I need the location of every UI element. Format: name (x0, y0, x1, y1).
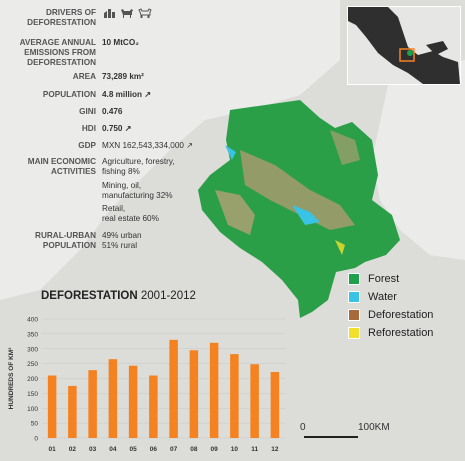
livestock-icon (138, 8, 152, 18)
stat-value: 0.750 ↗ (102, 124, 132, 133)
chiapas-region (198, 100, 400, 318)
bar-08 (189, 350, 199, 438)
bar-04 (108, 359, 118, 438)
y-axis-label: HUNDREDS OF KM² (8, 347, 15, 410)
stat-label: POPULATION (42, 90, 96, 99)
stat-value: Retail, real estate 60% (102, 204, 159, 223)
stat-label: GDP (78, 141, 96, 150)
x-tick-label: 09 (211, 446, 219, 453)
legend-swatch (348, 291, 360, 303)
oil-palm-icon (104, 9, 115, 18)
chart-title-bold: DEFORESTATION (41, 290, 138, 302)
legend-swatch (348, 273, 360, 285)
bar-05 (128, 365, 138, 438)
bar-11 (250, 364, 259, 438)
stat-value: Mining, oil, manufacturing 32% (102, 181, 173, 200)
y-tick-label: 100 (27, 406, 38, 413)
legend-label: Water (368, 291, 397, 303)
bar-12 (270, 371, 280, 438)
stat-label: DRIVERS OF DEFORESTATION (27, 8, 96, 27)
x-tick-label: 08 (190, 446, 198, 453)
stat-label: AVERAGE ANNUAL EMISSIONS FROM DEFORESTAT… (19, 38, 96, 67)
y-tick-label: 0 (34, 436, 38, 443)
chart-title-years: 2001-2012 (140, 290, 196, 302)
stat-label: GINI (79, 107, 96, 116)
stat-value: 73,289 km² (102, 72, 144, 81)
y-tick-label: 150 (27, 391, 38, 398)
chart-title: DEFORESTATION 2001-2012 (41, 290, 196, 302)
x-tick-label: 07 (170, 446, 178, 453)
legend-label: Deforestation (368, 309, 434, 321)
bar-10 (230, 354, 239, 438)
y-tick-label: 350 (27, 331, 38, 338)
stat-value: 10 MtCO₂ (102, 38, 139, 47)
stat-value: 49% urban 51% rural (102, 231, 142, 250)
scale-bar: 0 100KM (300, 420, 390, 440)
legend-swatch (348, 327, 360, 339)
x-tick-label: 11 (251, 446, 258, 453)
scale-start-label: 0 (300, 422, 306, 433)
y-tick-label: 200 (27, 376, 38, 383)
x-tick-label: 01 (49, 446, 57, 453)
x-tick-label: 04 (109, 446, 117, 453)
x-tick-label: 03 (89, 446, 97, 453)
stat-label: HDI (81, 124, 96, 133)
x-tick-label: 05 (130, 446, 138, 453)
x-tick-label: 12 (271, 446, 279, 453)
map-legend: Forest Water Deforestation Reforestation (348, 270, 433, 342)
x-tick-label: 02 (69, 446, 77, 453)
scale-end-label: 100KM (358, 422, 390, 433)
stat-label: RURAL-URBAN POPULATION (35, 231, 96, 250)
y-tick-label: 250 (27, 361, 38, 368)
legend-item-forest: Forest (348, 270, 433, 288)
deforestation-chart: 0 50 100 150 200 250 300 350 400 01 02 03 04 05 06 07 08… (8, 317, 285, 453)
stat-label: MAIN ECONOMIC ACTIVITIES (27, 157, 96, 176)
legend-item-water: Water (348, 288, 433, 306)
locator-map (347, 6, 461, 85)
bar-01 (47, 375, 57, 438)
x-tick-label: 10 (231, 446, 239, 453)
bar-02 (68, 385, 77, 438)
stat-value: 4.8 million ↗ (102, 90, 152, 99)
y-tick-label: 50 (31, 421, 39, 428)
legend-item-reforestation: Reforestation (348, 324, 433, 342)
y-tick-label: 300 (27, 346, 38, 353)
y-tick-label: 400 (27, 317, 38, 324)
legend-swatch (348, 309, 360, 321)
bar-06 (149, 375, 158, 438)
stat-value: MXN 162,543,334,000 ↗ (102, 141, 194, 150)
bar-09 (209, 342, 219, 438)
stat-label: AREA (72, 72, 96, 81)
x-tick-label: 06 (150, 446, 158, 453)
legend-item-deforestation: Deforestation (348, 306, 433, 324)
cattle-icon (121, 9, 133, 18)
stat-value: 0.476 (102, 107, 123, 116)
bar-07 (169, 339, 178, 438)
scale-line (304, 436, 358, 438)
driver-icons (102, 8, 152, 18)
legend-label: Forest (368, 273, 400, 285)
stat-value: Agriculture, forestry, fishing 8% (102, 157, 175, 176)
legend-label: Reforestation (368, 327, 434, 339)
bar-03 (88, 370, 97, 438)
locator-highlight (399, 48, 415, 62)
